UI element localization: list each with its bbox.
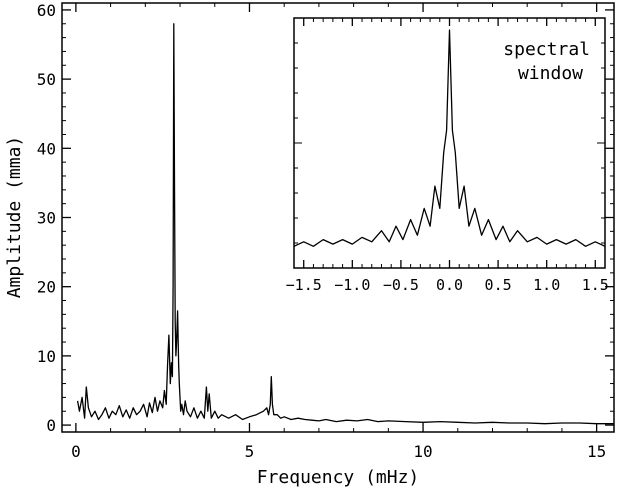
- frequency-amplitude-line: [76, 23, 614, 425]
- y-tick-label: 50: [37, 70, 56, 89]
- x-tick-label: 10: [413, 442, 432, 461]
- main-tick-labels: 0 5 10 15 0 10 20 30 40 50 60: [37, 1, 607, 461]
- inset-label-line-1: spectral: [503, 39, 590, 60]
- y-axis-label: Amplitude (mma): [4, 136, 25, 299]
- main-axis-ticks: [62, 3, 614, 432]
- x-axis-label: Frequency (mHz): [257, 467, 420, 488]
- inset-tick-labels: −1.5 −1.0 −0.5 0.0 0.5 1.0 1.5: [286, 276, 609, 294]
- inset-x-tick-label: −1.5: [286, 276, 322, 294]
- x-tick-label: 0: [71, 442, 81, 461]
- inset-background: [294, 18, 605, 268]
- x-tick-label: 15: [587, 442, 606, 461]
- inset-x-tick-label: 0.0: [436, 276, 463, 294]
- inset-x-tick-label: −1.0: [334, 276, 370, 294]
- inset-axis-ticks: [293, 18, 606, 268]
- inset-x-tick-label: −0.5: [383, 276, 419, 294]
- inset-label-line-2: window: [518, 63, 583, 84]
- y-tick-label: 40: [37, 139, 56, 158]
- spectral-window-line: [293, 29, 606, 247]
- y-tick-label: 60: [37, 1, 56, 20]
- inset-x-tick-label: 1.5: [582, 276, 609, 294]
- spectral-window-inset: −1.5 −1.0 −0.5 0.0 0.5 1.0 1.5 spectral window: [286, 17, 609, 294]
- x-tick-label: 5: [245, 442, 255, 461]
- y-tick-label: 30: [37, 209, 56, 228]
- y-tick-label: 0: [46, 416, 56, 435]
- main-plot: 0 5 10 15 0 10 20 30 40 50 60 Frequency (mHz) Ampl…: [4, 1, 615, 488]
- y-tick-label: 20: [37, 278, 56, 297]
- inset-x-tick-label: 1.0: [533, 276, 560, 294]
- y-tick-label: 10: [37, 347, 56, 366]
- inset-x-tick-label: 0.5: [485, 276, 512, 294]
